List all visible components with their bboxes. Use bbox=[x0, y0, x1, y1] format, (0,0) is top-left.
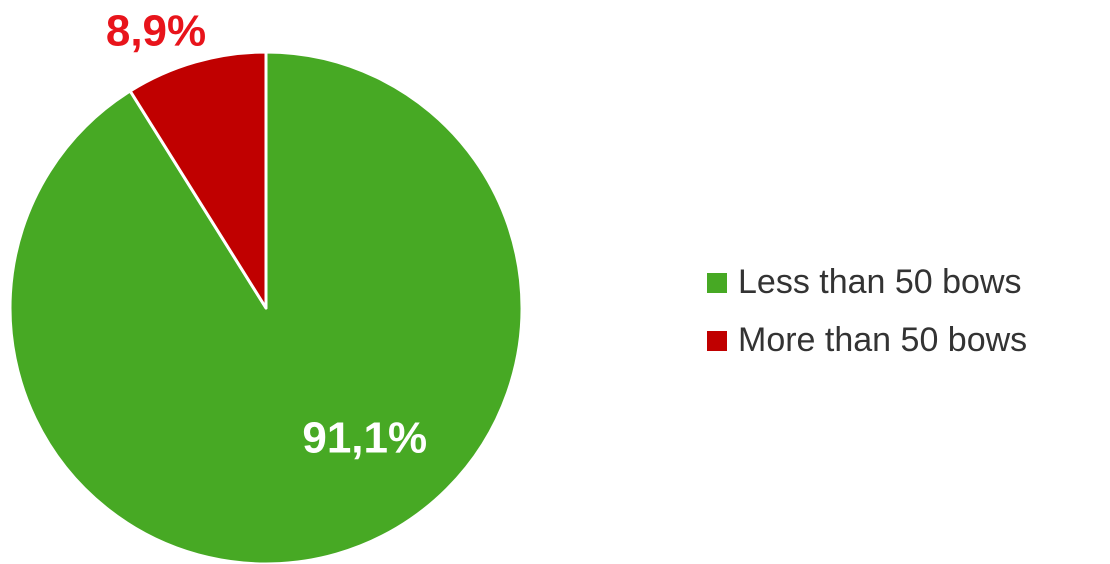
pie-slices bbox=[8, 50, 524, 564]
pie-slice-more-than-50-bows bbox=[128, 50, 268, 310]
slice-label-less-than-50: 91,1% bbox=[302, 414, 427, 463]
legend-label-less-than-50: Less than 50 bows bbox=[738, 263, 1022, 301]
legend: Less than 50 bows More than 50 bows bbox=[707, 263, 1027, 359]
pie-slice-labels: 91,1% 8,9% bbox=[106, 7, 427, 463]
legend-label-more-than-50: More than 50 bows bbox=[738, 321, 1027, 359]
legend-swatch-less-than-50 bbox=[707, 273, 727, 293]
legend-swatch-more-than-50 bbox=[707, 331, 727, 351]
slice-label-more-than-50: 8,9% bbox=[106, 7, 206, 56]
